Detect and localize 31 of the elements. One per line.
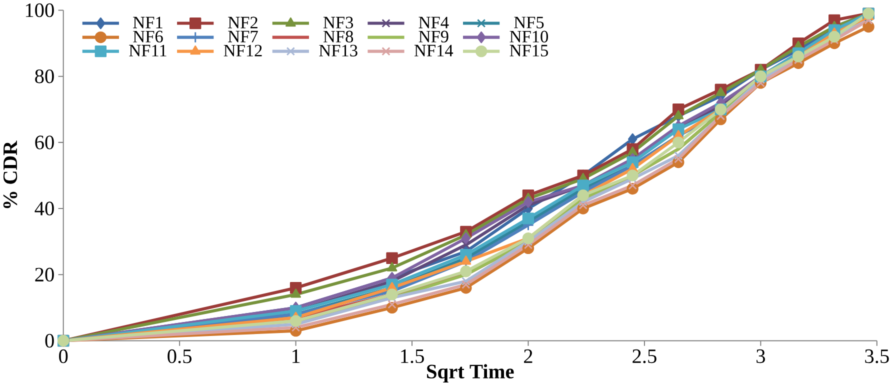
legend-label: NF7: [228, 30, 258, 42]
x-tick-label: 0: [59, 349, 68, 364]
y-tick-label: 60: [35, 136, 54, 150]
y-tick-label: 100: [26, 3, 54, 18]
x-tick-label: 2.5: [632, 349, 656, 364]
x-axis-title: Sqrt Time: [427, 364, 514, 383]
x-tick-label: 3: [756, 349, 765, 364]
legend-label: NF9: [418, 30, 448, 42]
legend-label: NF12: [224, 44, 262, 56]
legend-label: NF8: [323, 30, 354, 42]
x-tick-label: 3.5: [865, 349, 889, 364]
legend-label: NF4: [418, 16, 449, 28]
legend-label: NF13: [319, 44, 358, 56]
legend-label: NF2: [228, 16, 258, 28]
legend-label: NF5: [514, 16, 544, 28]
legend-label: NF10: [510, 30, 548, 42]
y-axis-title: % CDR: [3, 140, 18, 208]
x-tick-label: 1: [292, 349, 300, 363]
y-tick-label: 0: [45, 334, 54, 348]
legend-label: NF14: [414, 44, 454, 56]
y-tick-label: 40: [34, 202, 54, 216]
legend-label: NF1: [133, 16, 162, 28]
legend-label: NF11: [129, 44, 166, 56]
x-tick-label: 1.5: [401, 349, 424, 364]
x-tick-label: 2: [524, 349, 532, 363]
legend-label: NF6: [133, 30, 163, 42]
y-tick-label: 80: [35, 70, 54, 84]
x-tick-label: 0.5: [168, 349, 192, 364]
y-tick-label: 20: [35, 268, 54, 282]
legend-label: NF3: [323, 16, 354, 28]
legend-label: NF15: [510, 44, 548, 56]
